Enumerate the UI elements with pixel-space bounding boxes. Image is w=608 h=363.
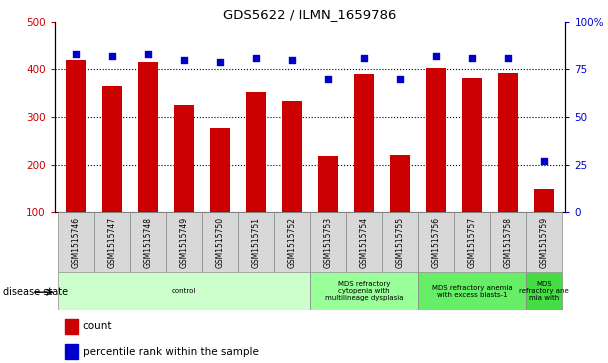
- Text: MDS refractory anemia
with excess blasts-1: MDS refractory anemia with excess blasts…: [432, 285, 513, 298]
- Bar: [526, 212, 562, 272]
- Point: [179, 57, 189, 63]
- Bar: [310, 272, 418, 310]
- Text: GSM1515753: GSM1515753: [323, 217, 333, 268]
- Point: [467, 55, 477, 61]
- Bar: [526, 272, 562, 310]
- Bar: [310, 212, 346, 272]
- Text: percentile rank within the sample: percentile rank within the sample: [83, 347, 258, 357]
- Text: disease state: disease state: [3, 287, 68, 297]
- Bar: [534, 189, 554, 260]
- Bar: [454, 212, 490, 272]
- Bar: [490, 212, 526, 272]
- Text: GSM1515750: GSM1515750: [216, 217, 225, 268]
- Bar: [390, 155, 410, 260]
- Point: [215, 59, 225, 65]
- Point: [143, 51, 153, 57]
- Text: GSM1515749: GSM1515749: [180, 217, 188, 268]
- Point: [251, 55, 261, 61]
- Bar: [66, 60, 86, 260]
- Bar: [130, 212, 166, 272]
- Bar: [210, 127, 230, 260]
- Bar: [498, 73, 518, 260]
- Bar: [462, 78, 482, 260]
- Bar: [274, 212, 310, 272]
- Text: MDS refractory
cytopenia with
multilineage dysplasia: MDS refractory cytopenia with multilinea…: [325, 281, 403, 301]
- Point: [503, 55, 513, 61]
- Bar: [418, 272, 526, 310]
- Bar: [166, 212, 202, 272]
- Text: GSM1515759: GSM1515759: [539, 217, 548, 268]
- Text: GSM1515752: GSM1515752: [288, 217, 297, 268]
- Bar: [282, 101, 302, 260]
- Text: GSM1515756: GSM1515756: [432, 217, 440, 268]
- Bar: [246, 92, 266, 260]
- Bar: [58, 212, 94, 272]
- Text: GSM1515746: GSM1515746: [72, 217, 81, 268]
- Bar: [65, 344, 78, 359]
- Text: count: count: [83, 321, 112, 331]
- Bar: [354, 74, 374, 260]
- Bar: [65, 319, 78, 334]
- Bar: [418, 212, 454, 272]
- Text: GSM1515751: GSM1515751: [252, 217, 261, 268]
- Text: control: control: [172, 288, 196, 294]
- Point: [359, 55, 369, 61]
- Text: GSM1515757: GSM1515757: [468, 217, 477, 268]
- Point: [323, 76, 333, 82]
- Text: MDS
refractory ane
mia with: MDS refractory ane mia with: [519, 281, 568, 301]
- Bar: [426, 69, 446, 260]
- Bar: [382, 212, 418, 272]
- Bar: [58, 272, 310, 310]
- Point: [395, 76, 405, 82]
- Text: GSM1515754: GSM1515754: [359, 217, 368, 268]
- Bar: [139, 62, 158, 260]
- Text: GSM1515758: GSM1515758: [503, 217, 513, 268]
- Text: GSM1515755: GSM1515755: [395, 217, 404, 268]
- Point: [108, 53, 117, 59]
- Bar: [202, 212, 238, 272]
- Bar: [238, 212, 274, 272]
- Text: GSM1515748: GSM1515748: [143, 217, 153, 268]
- Bar: [94, 212, 130, 272]
- Point: [71, 51, 81, 57]
- Bar: [346, 212, 382, 272]
- Bar: [174, 105, 194, 260]
- Title: GDS5622 / ILMN_1659786: GDS5622 / ILMN_1659786: [223, 8, 397, 21]
- Text: GSM1515747: GSM1515747: [108, 217, 117, 268]
- Point: [287, 57, 297, 63]
- Bar: [318, 156, 338, 260]
- Bar: [102, 86, 122, 260]
- Point: [539, 158, 549, 164]
- Point: [431, 53, 441, 59]
